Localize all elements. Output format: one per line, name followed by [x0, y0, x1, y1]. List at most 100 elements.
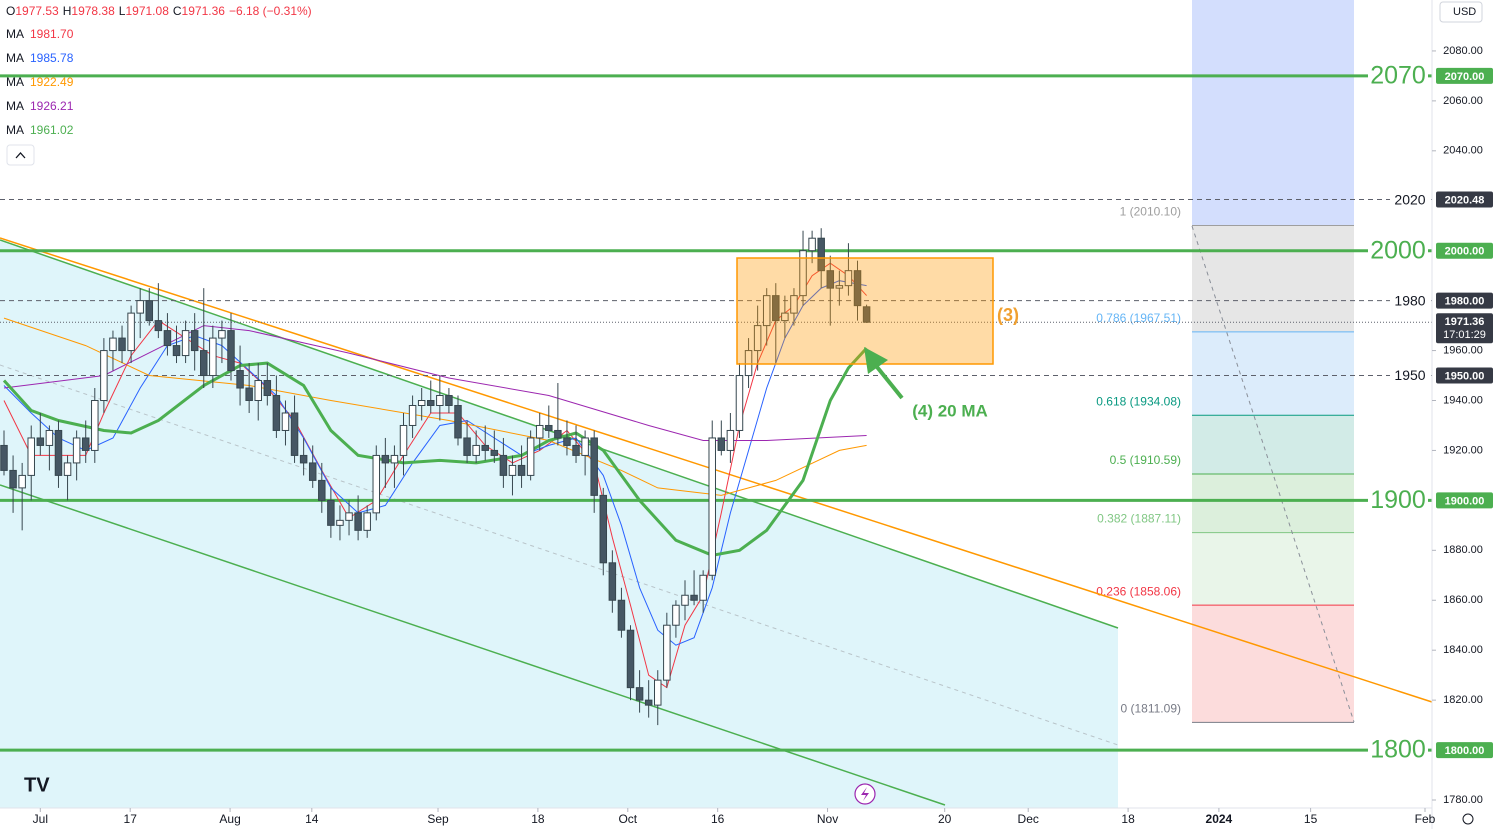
x-tick-label: Feb — [1415, 812, 1436, 826]
background-layer — [0, 0, 1354, 808]
legend-value: 1961.02 — [30, 123, 74, 137]
level-label: 2000 — [1370, 236, 1426, 264]
candle-body — [517, 464, 526, 476]
candle-body — [790, 295, 798, 314]
candle-body — [372, 454, 381, 514]
candle-body — [127, 312, 135, 352]
candle-body — [236, 370, 244, 389]
candle-body — [772, 295, 780, 322]
event-bolt — [861, 787, 869, 801]
candle-body — [644, 699, 653, 706]
candle-body — [463, 437, 471, 456]
settings-icon[interactable] — [1462, 813, 1474, 825]
candle-body — [109, 337, 117, 352]
candle-body — [272, 395, 281, 431]
candle-body — [654, 679, 662, 706]
fib-band — [1192, 415, 1354, 474]
ohlc-value: 1977.53 — [15, 4, 59, 18]
ohlc-key: C — [173, 4, 182, 18]
candle-body — [572, 444, 580, 456]
level-label: 1950 — [1394, 367, 1425, 383]
candle-body — [481, 444, 489, 451]
candle-body — [9, 469, 17, 489]
price-tag-label: 2000.00 — [1445, 246, 1485, 258]
candle-body — [290, 412, 299, 456]
collapse-icon — [15, 152, 26, 159]
candle-body — [27, 437, 35, 476]
candle-body — [0, 444, 8, 471]
candle-body — [608, 562, 617, 601]
x-tick-label: Sep — [427, 812, 449, 826]
candle-body — [63, 462, 72, 476]
price-tag — [1436, 67, 1493, 84]
arrow-shaft — [871, 360, 904, 400]
level-label: 2020 — [1394, 191, 1425, 207]
y-tick-label: 1820.00 — [1443, 694, 1483, 706]
fib-label: 0 (1811.09) — [1121, 702, 1182, 716]
fib-band — [1192, 605, 1354, 723]
legend-name: MA — [6, 123, 24, 137]
candle-body — [299, 454, 308, 464]
candle-body — [281, 412, 290, 431]
y-tick-label: 1920.00 — [1443, 444, 1483, 456]
x-tick-label: Oct — [618, 812, 637, 826]
candle-body — [327, 499, 335, 526]
currency-button[interactable] — [1439, 1, 1483, 23]
candle-body — [154, 320, 163, 332]
channel-midline — [0, 364, 1119, 746]
price-tag — [1436, 191, 1493, 208]
candle-body — [681, 594, 689, 606]
candle-body — [308, 462, 317, 481]
legend-value: 1985.78 — [30, 51, 74, 65]
candle-body — [100, 350, 108, 402]
candle-body — [508, 464, 517, 476]
candle-body — [735, 375, 744, 431]
x-tick-label: 18 — [531, 812, 545, 826]
trend-line — [0, 237, 1433, 703]
candle-body — [817, 237, 825, 272]
levels-layer: 2070 2020 2000 1980 1950 1900 1800 — [0, 62, 1432, 765]
fib-label: 0.786 (1967.51) — [1096, 311, 1181, 325]
candle-body — [45, 429, 54, 446]
candle-body — [499, 454, 508, 476]
annotation-layer: (3) (4) 20 MA TV — [24, 257, 1019, 805]
candle-body — [200, 350, 208, 377]
box-label: (3) — [997, 305, 1019, 325]
price-tag-label: 1900.00 — [1445, 495, 1485, 507]
ma-line — [2, 347, 868, 557]
candle-body — [844, 270, 853, 287]
level-label-bg — [1390, 366, 1430, 385]
price-tag — [1436, 742, 1493, 759]
candle-body — [826, 270, 835, 289]
candle-body — [408, 404, 417, 426]
candle-body — [490, 449, 499, 456]
candle-body — [118, 337, 126, 352]
level-label: 2070 — [1370, 62, 1426, 90]
candle-body — [18, 474, 26, 489]
candle-body — [363, 512, 371, 531]
collapse-button[interactable] — [6, 144, 35, 166]
candle-body — [209, 337, 217, 377]
price-tag — [1436, 492, 1493, 509]
target-zone — [1192, 0, 1354, 226]
candle-body — [808, 237, 816, 252]
price-tag — [1436, 367, 1493, 384]
level-label-bg — [1368, 736, 1428, 765]
y-tick-label: 2060.00 — [1443, 95, 1483, 107]
candle-body — [753, 325, 762, 352]
x-tick-label: Aug — [219, 812, 240, 826]
legend-entry: MA 1922.49 — [6, 75, 74, 89]
x-tick-label: 16 — [711, 812, 725, 826]
candle-body — [345, 512, 353, 521]
fib-label: 0.5 (1910.59) — [1110, 453, 1181, 467]
range-box — [736, 257, 994, 365]
x-tick-label: 15 — [1304, 812, 1318, 826]
candle-body — [726, 429, 735, 451]
x-tick-label: Jul — [33, 812, 48, 826]
candle-body — [436, 395, 444, 406]
candle-body — [254, 380, 262, 402]
candle-body — [181, 330, 190, 357]
ohlc-key: L — [119, 4, 126, 18]
candle-body — [472, 444, 480, 456]
